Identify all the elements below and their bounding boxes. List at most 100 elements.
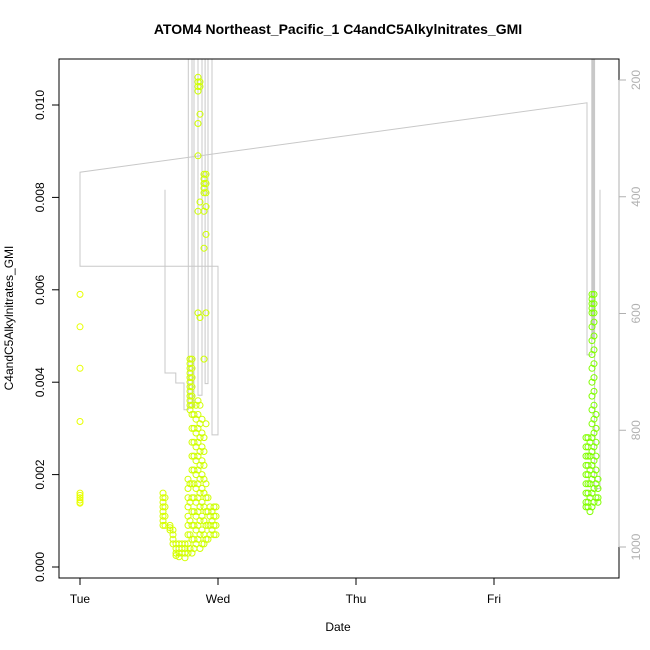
data-point — [196, 83, 204, 90]
data-point — [200, 184, 208, 192]
data-point — [196, 503, 204, 511]
data-point — [594, 475, 602, 483]
data-point — [188, 383, 196, 391]
data-point — [586, 508, 594, 516]
data-point — [76, 496, 84, 504]
data-point — [584, 480, 592, 488]
data-point — [584, 461, 592, 469]
data-point — [590, 443, 598, 451]
data-point — [200, 448, 208, 455]
data-point — [200, 540, 208, 548]
data-point — [590, 332, 598, 340]
data-point — [588, 351, 596, 358]
data-point — [186, 360, 194, 368]
data-point — [198, 512, 206, 520]
y2-axis: 200 400 600 800 1000 — [618, 70, 643, 560]
data-point — [212, 512, 220, 520]
data-point — [592, 466, 600, 474]
data-point — [588, 290, 596, 298]
y-tick-label: 0.010 — [33, 90, 47, 120]
data-point — [200, 355, 208, 363]
data-point — [194, 521, 202, 529]
data-point — [590, 401, 598, 409]
data-point — [590, 374, 598, 382]
data-point — [590, 360, 598, 368]
data-point — [76, 290, 84, 298]
data-point — [592, 424, 600, 432]
data-point — [190, 535, 198, 543]
data-point — [198, 415, 206, 423]
data-point — [194, 83, 202, 90]
data-point — [590, 457, 598, 465]
data-point — [184, 531, 192, 539]
data-point — [200, 207, 208, 215]
data-point — [186, 364, 194, 372]
data-point — [202, 309, 210, 317]
data-point — [592, 438, 600, 446]
data-point — [196, 545, 204, 552]
data-point — [76, 418, 84, 425]
data-point — [200, 180, 208, 187]
data-point — [200, 475, 208, 483]
data-point — [196, 110, 204, 118]
data-point — [582, 480, 590, 488]
data-point — [202, 189, 210, 197]
data-point — [198, 485, 206, 492]
data-point — [200, 244, 208, 252]
data-point — [190, 494, 198, 502]
data-point — [584, 434, 592, 442]
data-point — [184, 512, 192, 520]
data-point — [592, 411, 600, 418]
data-point — [198, 526, 206, 534]
data-point — [184, 485, 192, 492]
x-axis-label: Date — [325, 620, 351, 634]
data-point — [186, 397, 194, 405]
data-point — [588, 295, 596, 303]
data-point — [194, 424, 202, 432]
data-point — [194, 152, 202, 160]
data-point — [181, 549, 189, 557]
data-point — [202, 494, 210, 502]
data-point — [202, 170, 210, 178]
data-point — [584, 489, 592, 497]
data-point — [194, 87, 202, 95]
data-point — [590, 300, 598, 308]
data-point — [190, 438, 198, 446]
data-point — [202, 420, 210, 428]
x-tick-label: Wed — [206, 592, 230, 606]
x-tick-label: Fri — [487, 592, 501, 606]
data-point — [588, 503, 596, 511]
data-point — [588, 420, 596, 428]
data-point — [76, 491, 84, 499]
y2-tick-label: 800 — [629, 420, 643, 440]
data-point — [208, 508, 216, 516]
data-point — [159, 512, 167, 520]
data-point — [159, 498, 167, 506]
data-point — [590, 290, 598, 298]
data-point — [188, 401, 196, 409]
data-point — [588, 304, 596, 312]
data-point — [159, 489, 167, 497]
y-axis-label: C4andC5Alkylnitrates_GMI — [2, 246, 16, 391]
data-point — [192, 401, 200, 409]
data-point — [196, 401, 204, 409]
data-point — [590, 387, 598, 395]
x-axis: Tue Wed Thu Fri — [70, 577, 501, 606]
data-point — [588, 300, 596, 308]
data-point — [188, 364, 196, 372]
data-point — [186, 406, 194, 414]
data-point — [198, 429, 206, 437]
data-point — [194, 494, 202, 502]
data-point — [200, 170, 208, 178]
data-point — [190, 424, 198, 432]
data-point — [184, 503, 192, 511]
data-point — [76, 323, 84, 331]
data-point — [184, 475, 192, 483]
data-point — [194, 78, 202, 86]
data-point — [186, 378, 194, 386]
data-point — [184, 549, 192, 557]
data-point — [196, 475, 204, 483]
x-tick-label: Thu — [346, 592, 367, 606]
data-point — [208, 526, 216, 534]
data-point — [196, 448, 204, 455]
